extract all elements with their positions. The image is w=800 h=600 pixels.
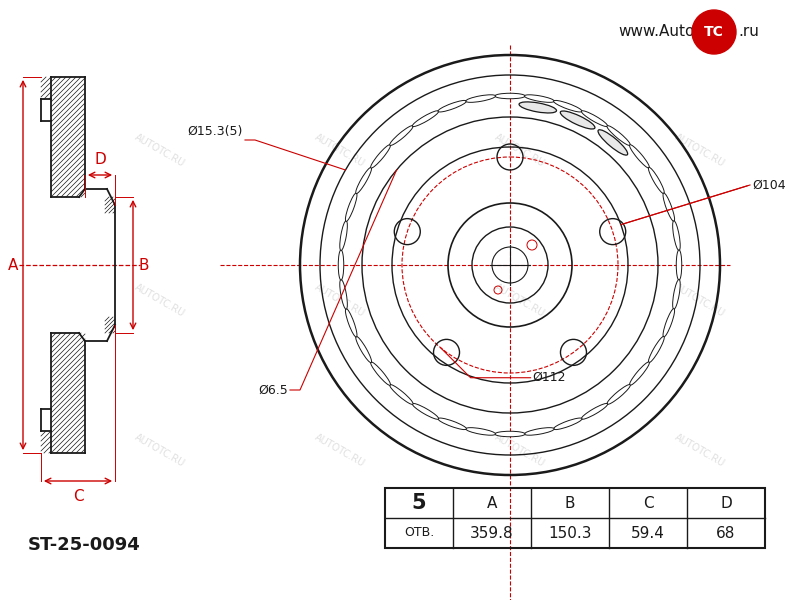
Ellipse shape xyxy=(466,428,495,435)
Text: A: A xyxy=(8,257,18,272)
Ellipse shape xyxy=(495,93,525,99)
Text: ST-25-0094: ST-25-0094 xyxy=(28,536,141,554)
Text: TC: TC xyxy=(704,25,724,39)
Text: AUTOTC.RU: AUTOTC.RU xyxy=(313,431,367,469)
Ellipse shape xyxy=(663,193,674,221)
Text: AUTOTC.RU: AUTOTC.RU xyxy=(133,281,187,319)
Ellipse shape xyxy=(340,221,347,251)
Bar xyxy=(385,488,765,548)
Text: AUTOTC.RU: AUTOTC.RU xyxy=(313,281,367,319)
Text: Ø112: Ø112 xyxy=(533,371,566,384)
Ellipse shape xyxy=(649,337,664,362)
Ellipse shape xyxy=(412,111,438,127)
Ellipse shape xyxy=(438,418,466,430)
Ellipse shape xyxy=(525,95,554,103)
Text: A: A xyxy=(487,496,497,511)
Text: AUTOTC.RU: AUTOTC.RU xyxy=(673,131,727,169)
Text: 150.3: 150.3 xyxy=(548,526,592,541)
Text: 5: 5 xyxy=(412,493,426,513)
Ellipse shape xyxy=(519,102,557,113)
Text: D: D xyxy=(94,152,106,167)
Ellipse shape xyxy=(356,167,371,194)
Text: 359.8: 359.8 xyxy=(470,526,514,541)
Ellipse shape xyxy=(676,250,682,280)
Ellipse shape xyxy=(390,385,413,404)
Ellipse shape xyxy=(607,125,630,145)
Text: D: D xyxy=(720,496,732,511)
Text: AUTOTC.RU: AUTOTC.RU xyxy=(493,281,547,319)
Text: C: C xyxy=(73,489,83,504)
Ellipse shape xyxy=(673,280,680,309)
Ellipse shape xyxy=(649,167,664,194)
Text: AUTOTC.RU: AUTOTC.RU xyxy=(673,281,727,319)
Ellipse shape xyxy=(338,250,344,280)
Ellipse shape xyxy=(412,403,438,419)
Text: ОТВ.: ОТВ. xyxy=(404,527,434,539)
Text: Ø6.5: Ø6.5 xyxy=(258,383,288,397)
Text: C: C xyxy=(642,496,654,511)
Text: AUTOTC.RU: AUTOTC.RU xyxy=(673,431,727,469)
Ellipse shape xyxy=(340,280,347,309)
Ellipse shape xyxy=(356,337,371,362)
Ellipse shape xyxy=(466,95,495,103)
Ellipse shape xyxy=(663,308,674,337)
Ellipse shape xyxy=(495,431,525,437)
Ellipse shape xyxy=(370,362,390,385)
Text: AUTOTC.RU: AUTOTC.RU xyxy=(493,131,547,169)
Text: AUTOTC.RU: AUTOTC.RU xyxy=(313,131,367,169)
Text: AUTOTC.RU: AUTOTC.RU xyxy=(133,131,187,169)
Text: 68: 68 xyxy=(716,526,736,541)
Ellipse shape xyxy=(554,100,582,112)
Text: B: B xyxy=(565,496,575,511)
Text: B: B xyxy=(138,257,149,272)
Ellipse shape xyxy=(598,130,628,155)
Text: AUTOTC.RU: AUTOTC.RU xyxy=(493,431,547,469)
Ellipse shape xyxy=(582,403,608,419)
Ellipse shape xyxy=(346,308,357,337)
Ellipse shape xyxy=(370,145,390,168)
Ellipse shape xyxy=(525,428,554,435)
Text: .ru: .ru xyxy=(738,25,759,40)
Text: 59.4: 59.4 xyxy=(631,526,665,541)
Ellipse shape xyxy=(438,100,466,112)
Text: AUTOTC.RU: AUTOTC.RU xyxy=(133,431,187,469)
Ellipse shape xyxy=(630,145,650,168)
Text: Ø104: Ø104 xyxy=(752,179,786,191)
Ellipse shape xyxy=(673,221,680,251)
Ellipse shape xyxy=(607,385,630,404)
Ellipse shape xyxy=(630,362,650,385)
Ellipse shape xyxy=(346,193,357,221)
Text: Ø15.3(5): Ø15.3(5) xyxy=(188,125,243,138)
Ellipse shape xyxy=(554,418,582,430)
Circle shape xyxy=(692,10,736,54)
Text: www.Auto: www.Auto xyxy=(618,25,694,40)
Ellipse shape xyxy=(582,111,608,127)
Ellipse shape xyxy=(560,111,595,129)
Ellipse shape xyxy=(390,125,413,145)
